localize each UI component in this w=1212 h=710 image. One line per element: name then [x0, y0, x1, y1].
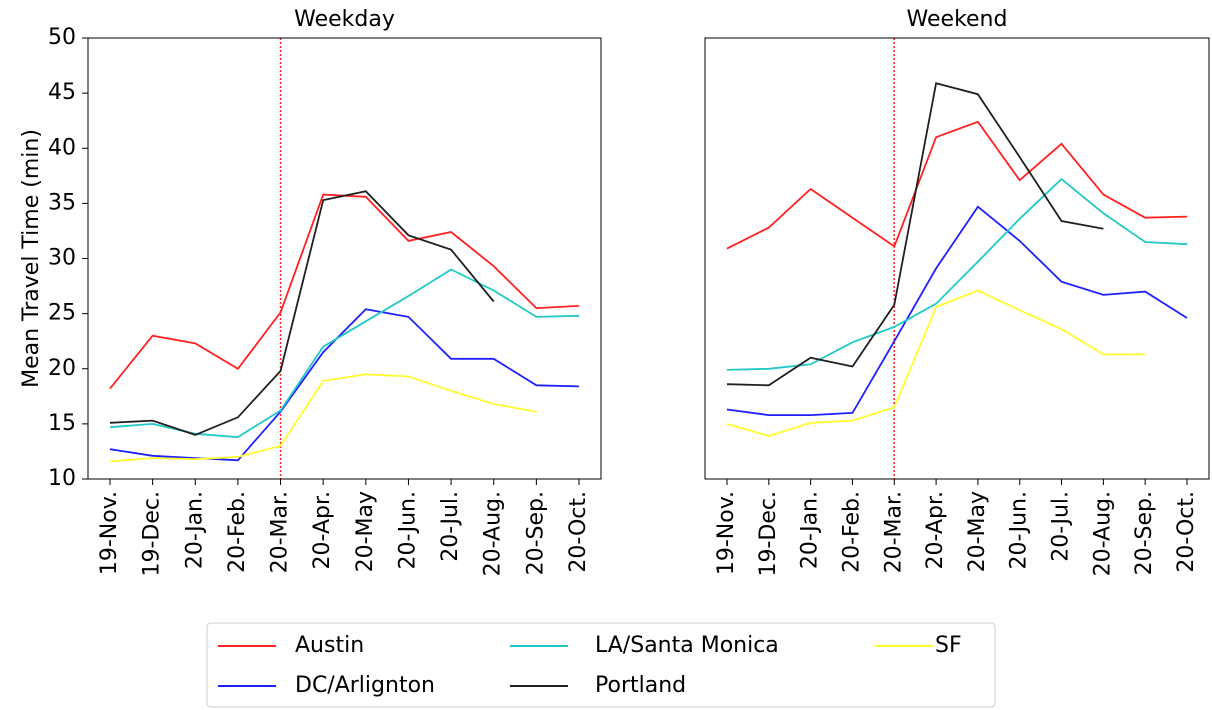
x-tick-label: 20-Oct.	[566, 491, 591, 573]
x-tick-label: 20-Sep.	[1132, 491, 1157, 575]
x-tick-label: 20-May	[965, 491, 990, 572]
y-tick-label: 45	[48, 80, 76, 105]
x-tick-label: 20-Feb.	[839, 491, 864, 573]
y-tick-label: 15	[48, 411, 76, 436]
series-line	[109, 193, 580, 390]
x-tick-label: 20-Feb.	[225, 491, 250, 573]
x-tick-label: 20-Mar.	[881, 491, 906, 573]
series-line	[726, 205, 1188, 416]
x-tick-label: 20-May	[353, 491, 378, 572]
y-tick-label: 30	[48, 246, 76, 271]
series-line	[109, 190, 495, 436]
x-tick-label: 20-Mar.	[268, 491, 293, 573]
x-tick-label: 20-Apr.	[923, 491, 948, 569]
panel-title: Weekend	[907, 7, 1008, 32]
x-tick-label: 20-Aug.	[481, 491, 506, 576]
y-tick-label: 40	[48, 135, 76, 160]
x-tick-label: 20-Apr.	[310, 491, 335, 569]
x-tick-label: 20-Jan.	[182, 491, 207, 569]
x-tick-label: 20-Oct.	[1174, 491, 1199, 573]
x-tick-label: 19-Nov.	[97, 491, 122, 575]
x-tick-label: 20-Aug.	[1090, 491, 1115, 576]
series-line	[726, 120, 1188, 250]
series-line	[109, 373, 537, 463]
x-tick-label: 19-Dec.	[756, 491, 781, 577]
x-tick-label: 20-Jul.	[438, 491, 463, 562]
y-tick-label: 50	[48, 25, 76, 50]
y-tick-label: 20	[48, 356, 76, 381]
legend-label: Portland	[595, 673, 686, 698]
legend-label: SF	[935, 633, 962, 658]
y-tick-label: 10	[48, 466, 76, 491]
series-line	[109, 308, 580, 462]
y-axis-label: Mean Travel Time (min)	[19, 129, 44, 388]
y-tick-label: 25	[48, 301, 76, 326]
y-tick-label: 35	[48, 190, 76, 215]
x-tick-label: 20-Sep.	[523, 491, 548, 575]
legend-label: DC/Arlignton	[295, 673, 435, 698]
x-tick-label: 20-Jul.	[1049, 491, 1074, 562]
legend-box	[206, 622, 996, 708]
x-tick-label: 19-Dec.	[140, 491, 165, 577]
legend-label: Austin	[295, 633, 364, 658]
series-line	[726, 177, 1188, 371]
x-tick-label: 20-Jan.	[798, 491, 823, 569]
x-tick-label: 20-Jun.	[1007, 491, 1032, 570]
plot-frame	[87, 37, 602, 480]
series-line	[726, 289, 1146, 437]
x-tick-label: 19-Nov.	[714, 491, 739, 575]
legend-label: LA/Santa Monica	[595, 633, 779, 658]
panel-title: Weekday	[294, 7, 395, 32]
series-line	[726, 82, 1104, 387]
plot-frame	[704, 37, 1210, 480]
x-tick-label: 20-Jun.	[395, 491, 420, 570]
series-line	[109, 268, 580, 439]
